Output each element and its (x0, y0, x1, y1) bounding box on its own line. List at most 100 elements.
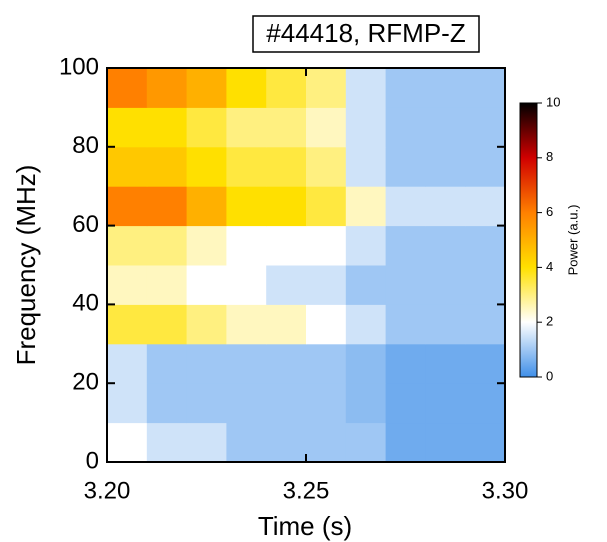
heatmap-cell (107, 107, 147, 147)
heatmap-cell (465, 265, 505, 305)
heatmap-cell (147, 344, 187, 384)
heatmap-cell (465, 304, 505, 344)
heatmap-cell (346, 383, 386, 423)
heatmap-cell (425, 186, 465, 226)
heatmap-cell (266, 186, 306, 226)
heatmap-cell (266, 265, 306, 305)
heatmap-cell (107, 147, 147, 187)
heatmap-cell (386, 304, 426, 344)
heatmap-cell (465, 423, 505, 463)
heatmap-cell (107, 186, 147, 226)
heatmap-cell (425, 68, 465, 108)
heatmap-cell (425, 423, 465, 463)
heatmap-cell (346, 265, 386, 305)
colorbar-tick-label: 10 (546, 94, 560, 109)
heatmap-cell (266, 147, 306, 187)
heatmap-cell (346, 147, 386, 187)
colorbar (520, 103, 537, 377)
heatmap-cell (147, 304, 187, 344)
y-axis-label: Frequency (MHz) (11, 165, 41, 366)
colorbar-tick-label: 0 (546, 368, 553, 383)
heatmap-cell (226, 344, 266, 384)
chart-title: #44418, RFMP-Z (266, 18, 466, 48)
heatmap-cell (465, 147, 505, 187)
heatmap-cell (266, 423, 306, 463)
heatmap-cell (346, 68, 386, 108)
heatmap-cell (226, 423, 266, 463)
heatmap-cell (306, 147, 346, 187)
heatmap-cell (226, 383, 266, 423)
heatmap (107, 68, 506, 463)
heatmap-cell (107, 344, 147, 384)
heatmap-cell (187, 304, 227, 344)
x-axis-label: Time (s) (258, 511, 352, 541)
heatmap-cell (266, 304, 306, 344)
heatmap-cell (187, 423, 227, 463)
y-tick-label: 60 (72, 211, 99, 238)
heatmap-cell (306, 383, 346, 423)
heatmap-cell (465, 383, 505, 423)
heatmap-cell (187, 186, 227, 226)
colorbar-tick-label: 6 (546, 204, 553, 219)
heatmap-cell (346, 344, 386, 384)
heatmap-cell (266, 226, 306, 266)
heatmap-cell (346, 107, 386, 147)
heatmap-cell (107, 304, 147, 344)
heatmap-cell (386, 423, 426, 463)
heatmap-cell (425, 383, 465, 423)
heatmap-cell (187, 68, 227, 108)
heatmap-cell (107, 226, 147, 266)
heatmap-cell (346, 304, 386, 344)
heatmap-cell (425, 304, 465, 344)
heatmap-cell (386, 107, 426, 147)
heatmap-cell (465, 186, 505, 226)
colorbar-tick-label: 4 (546, 259, 553, 274)
heatmap-cell (107, 265, 147, 305)
colorbar-tick-label: 2 (546, 314, 553, 329)
x-tick-label: 3.25 (283, 477, 330, 504)
colorbar-tick-label: 8 (546, 149, 553, 164)
heatmap-cell (306, 265, 346, 305)
heatmap-cell (425, 147, 465, 187)
heatmap-cell (187, 265, 227, 305)
heatmap-cell (187, 226, 227, 266)
heatmap-cell (187, 147, 227, 187)
y-tick-label: 80 (72, 132, 99, 159)
heatmap-cell (346, 226, 386, 266)
heatmap-cell (226, 265, 266, 305)
heatmap-cell (306, 304, 346, 344)
heatmap-cell (346, 186, 386, 226)
heatmap-cell (346, 423, 386, 463)
heatmap-cell (425, 226, 465, 266)
heatmap-cell (386, 186, 426, 226)
y-tick-label: 20 (72, 369, 99, 396)
heatmap-cell (306, 107, 346, 147)
heatmap-cell (386, 226, 426, 266)
heatmap-cell (386, 344, 426, 384)
heatmap-cell (147, 107, 187, 147)
heatmap-cell (465, 68, 505, 108)
heatmap-cell (226, 107, 266, 147)
heatmap-cell (147, 423, 187, 463)
heatmap-cell (107, 383, 147, 423)
heatmap-cell (107, 423, 147, 463)
heatmap-cell (306, 344, 346, 384)
heatmap-cell (226, 304, 266, 344)
y-tick-label: 40 (72, 290, 99, 317)
heatmap-cell (187, 107, 227, 147)
x-tick-label: 3.30 (482, 477, 529, 504)
heatmap-cell (386, 147, 426, 187)
heatmap-cell (425, 344, 465, 384)
heatmap-cell (306, 186, 346, 226)
heatmap-cell (147, 68, 187, 108)
heatmap-cell (306, 68, 346, 108)
colorbar-label: Power (a.u.) (565, 205, 580, 276)
heatmap-cell (386, 383, 426, 423)
heatmap-cell (306, 226, 346, 266)
heatmap-cell (226, 186, 266, 226)
heatmap-cell (147, 186, 187, 226)
heatmap-cell (425, 265, 465, 305)
heatmap-cell (425, 107, 465, 147)
heatmap-cell (187, 383, 227, 423)
